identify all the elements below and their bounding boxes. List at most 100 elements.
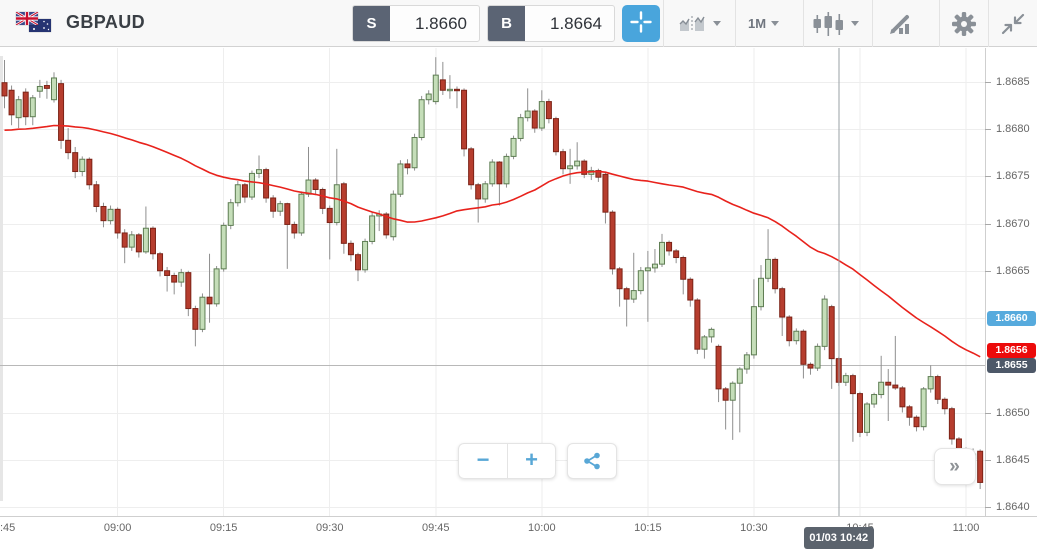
level-price-badge: 1.8655 bbox=[987, 357, 1036, 373]
candle bbox=[772, 258, 779, 290]
price-tick-label: 1.8680 bbox=[996, 123, 1030, 135]
candle bbox=[496, 161, 503, 185]
candle bbox=[404, 163, 411, 169]
bid-price-badge: 1.8660 bbox=[987, 310, 1036, 326]
candle bbox=[913, 416, 920, 428]
candle bbox=[383, 213, 390, 236]
candle bbox=[439, 79, 446, 91]
settings-button[interactable] bbox=[951, 0, 977, 47]
price-tick-label: 1.8650 bbox=[996, 406, 1030, 419]
collapse-chart-button[interactable] bbox=[1000, 0, 1026, 47]
candle bbox=[666, 241, 673, 252]
candle bbox=[50, 77, 57, 101]
candle bbox=[241, 184, 248, 198]
candle bbox=[171, 274, 178, 283]
candle bbox=[750, 306, 757, 356]
candle bbox=[524, 110, 531, 119]
compare-charts-dropdown[interactable] bbox=[678, 0, 721, 47]
candle bbox=[842, 375, 849, 383]
candle bbox=[680, 257, 687, 280]
candle bbox=[567, 165, 574, 170]
candle bbox=[22, 91, 29, 118]
symbol-title: GBPAUD bbox=[66, 12, 146, 32]
candle bbox=[779, 288, 786, 318]
sell-quote-button[interactable]: S 1.8660 bbox=[352, 5, 480, 42]
candle bbox=[793, 330, 800, 342]
zoom-out-button[interactable]: − bbox=[458, 443, 507, 479]
zoom-in-button[interactable]: + bbox=[507, 443, 556, 479]
candle bbox=[595, 170, 602, 178]
crosshair-icon bbox=[630, 11, 652, 33]
chart-type-dropdown[interactable] bbox=[812, 0, 859, 47]
candle bbox=[397, 163, 404, 195]
symbol-flags bbox=[16, 12, 56, 36]
buy-tag: B bbox=[488, 6, 525, 41]
candle bbox=[298, 193, 305, 234]
candle bbox=[178, 272, 185, 283]
candle bbox=[651, 263, 658, 269]
candle bbox=[72, 152, 79, 173]
candle bbox=[43, 85, 50, 89]
candle bbox=[814, 345, 821, 369]
header-divider bbox=[939, 0, 940, 47]
candle bbox=[284, 203, 291, 225]
candle bbox=[128, 234, 135, 248]
time-tick-label: 11:00 bbox=[952, 522, 980, 534]
sell-tag: S bbox=[353, 6, 390, 41]
time-tick-label: 09:30 bbox=[315, 522, 344, 534]
candle bbox=[602, 173, 609, 213]
candle bbox=[425, 93, 432, 101]
jump-to-latest-button[interactable]: » bbox=[934, 448, 976, 485]
candle bbox=[927, 376, 934, 390]
price-tick-label: 1.8645 bbox=[996, 453, 1030, 466]
chart-header: GBPAUD S 1.8660 B 1.8664 1M bbox=[0, 0, 1037, 47]
candle bbox=[135, 234, 142, 253]
price-axis[interactable]: 1.8660 1.8656 1.8655 1.8685 1.8680 1.8675 1… bbox=[985, 48, 1037, 516]
candle bbox=[291, 223, 298, 234]
share-icon bbox=[584, 452, 600, 470]
candle bbox=[659, 241, 666, 265]
time-tick-label: 09:45 bbox=[422, 522, 450, 534]
candle bbox=[701, 336, 708, 350]
candle bbox=[892, 384, 899, 389]
moving-average-line bbox=[4, 124, 981, 358]
time-tick-label: 09:15 bbox=[209, 522, 238, 534]
candle bbox=[849, 375, 856, 395]
candle bbox=[878, 381, 885, 396]
share-button[interactable] bbox=[567, 443, 617, 479]
crosshair-tool-button[interactable] bbox=[622, 5, 660, 42]
price-tick-label: 1.8665 bbox=[996, 264, 1030, 277]
candle bbox=[765, 258, 772, 279]
timeframe-dropdown[interactable]: 1M bbox=[748, 0, 780, 47]
price-chart[interactable] bbox=[0, 48, 985, 516]
candle bbox=[531, 110, 538, 129]
candle bbox=[821, 298, 828, 347]
price-tick-label: 1.8685 bbox=[996, 75, 1030, 88]
candle bbox=[347, 242, 354, 256]
zoom-controls: − + bbox=[458, 443, 556, 479]
draw-tools-button[interactable] bbox=[886, 0, 914, 47]
price-tick-mark bbox=[985, 129, 991, 130]
candle bbox=[786, 316, 793, 342]
candle bbox=[503, 155, 510, 185]
candle bbox=[722, 388, 729, 401]
buy-price: 1.8664 bbox=[550, 13, 602, 33]
price-tick-mark bbox=[985, 176, 991, 177]
price-tick-label: 1.8640 bbox=[996, 501, 1030, 513]
candle bbox=[453, 88, 460, 92]
chevron-down-icon bbox=[713, 21, 721, 26]
time-axis[interactable]: 01/03 10:42 :45 09:00 09:15 09:30 09:45 10:00… bbox=[0, 516, 1037, 556]
timeframe-label: 1M bbox=[748, 16, 767, 31]
candle bbox=[248, 172, 255, 198]
candle bbox=[461, 89, 468, 150]
candle bbox=[560, 151, 567, 170]
candle bbox=[114, 208, 121, 234]
buy-quote-button[interactable]: B 1.8664 bbox=[487, 5, 615, 42]
candle bbox=[192, 308, 199, 330]
candle bbox=[8, 89, 15, 116]
price-tick-mark bbox=[985, 460, 991, 461]
candle bbox=[312, 179, 319, 190]
candle bbox=[142, 227, 149, 253]
candle bbox=[185, 272, 192, 310]
time-tick-label: 09:00 bbox=[103, 522, 132, 534]
